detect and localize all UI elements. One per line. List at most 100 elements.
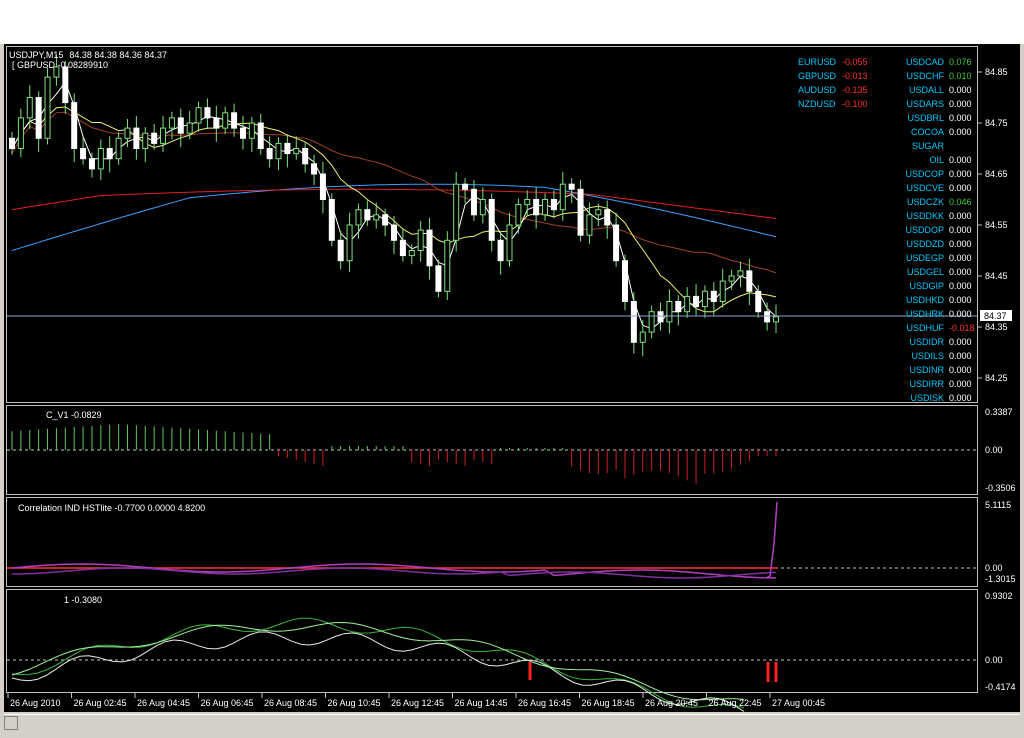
candle-bull bbox=[479, 199, 486, 216]
candle-bull bbox=[186, 122, 193, 134]
candle-bear bbox=[177, 117, 184, 134]
chart-canvas[interactable]: USDJPY,M15 84.38 84.38 84.36 84.37 [ GBPU… bbox=[4, 44, 1020, 712]
candle-bull bbox=[115, 137, 122, 160]
pair-name: NZDUSD bbox=[798, 99, 836, 109]
scrollbar-thumb[interactable] bbox=[4, 716, 18, 730]
candle-bear bbox=[9, 137, 15, 150]
candle-bear bbox=[550, 199, 557, 211]
candle-bear bbox=[311, 163, 318, 175]
pair-value: -0.055 bbox=[842, 57, 868, 67]
pair-name: AUDUSD bbox=[798, 85, 837, 95]
candle-bull bbox=[542, 199, 549, 216]
correlation-spike bbox=[765, 501, 778, 579]
pair-value: 0.000 bbox=[949, 225, 972, 235]
candle-bear bbox=[319, 173, 326, 200]
candle-bull bbox=[524, 199, 531, 206]
pair-name: USDGIP bbox=[909, 281, 944, 291]
time-label: 26 Aug 08:45 bbox=[264, 698, 317, 708]
candle-bull bbox=[444, 239, 451, 292]
candle-bear bbox=[675, 301, 682, 313]
pair-name: GBPUSD bbox=[798, 71, 837, 81]
candle-bull bbox=[222, 112, 229, 129]
pair-value: -0.135 bbox=[842, 85, 868, 95]
pair-value: 0.000 bbox=[949, 99, 972, 109]
time-label: 26 Aug 02:45 bbox=[74, 698, 127, 708]
candle-bear bbox=[231, 112, 238, 129]
pair-value: 0.000 bbox=[949, 351, 972, 361]
pair-name: USDCHF bbox=[907, 71, 945, 81]
correlation-purple-line bbox=[11, 563, 777, 579]
candle-bear bbox=[764, 311, 771, 323]
indicator3-scale-label: -0.4174 bbox=[985, 682, 1016, 692]
candle-bull bbox=[559, 183, 566, 211]
candle-bear bbox=[488, 199, 495, 241]
candle-bull bbox=[506, 224, 513, 262]
ma-red-line bbox=[11, 188, 777, 220]
pair-value: -0.013 bbox=[842, 71, 868, 81]
indicator1-pane-border bbox=[6, 405, 978, 495]
candle-bear bbox=[62, 66, 69, 104]
indicator2-scale-label: 5.1115 bbox=[985, 500, 1011, 510]
candle-bear bbox=[533, 199, 540, 216]
indicator3-label: 1 -0.3080 bbox=[64, 595, 102, 605]
candle-bull bbox=[701, 290, 708, 308]
candle-bear bbox=[151, 132, 158, 144]
pair-name: USDALL bbox=[909, 85, 944, 95]
candle-bear bbox=[435, 265, 442, 292]
horizontal-scrollbar[interactable] bbox=[4, 714, 1020, 730]
pair-name: USDIRR bbox=[909, 379, 944, 389]
pair-value: 0.000 bbox=[949, 295, 972, 305]
chart-window[interactable]: USDJPY,M15 84.38 84.38 84.36 84.37 [ GBPU… bbox=[4, 44, 1020, 712]
time-label: 26 Aug 2010 bbox=[10, 698, 61, 708]
candle-bull bbox=[168, 117, 175, 129]
candle-bear bbox=[470, 188, 477, 216]
candle-bear bbox=[302, 148, 309, 165]
candle-bear bbox=[88, 158, 95, 170]
price-label: 84.37 bbox=[984, 311, 1007, 321]
pair-value: 0.000 bbox=[949, 211, 972, 221]
candle-bull bbox=[684, 295, 691, 313]
candle-bear bbox=[568, 183, 575, 190]
candle-bear bbox=[399, 239, 406, 257]
pair-name: USDGEL bbox=[907, 267, 944, 277]
main-pane-border bbox=[6, 46, 978, 403]
indicator1-label: C_V1 -0.0829 bbox=[46, 410, 102, 420]
pair-value: 0.000 bbox=[949, 169, 972, 179]
candle-bear bbox=[604, 209, 611, 226]
price-scale-label: 84.35 bbox=[985, 322, 1008, 332]
pair-value: 0.000 bbox=[949, 281, 972, 291]
pair-value: 0.000 bbox=[949, 183, 972, 193]
indicator1-scale-label: -0.3506 bbox=[985, 483, 1016, 493]
pair-name: USDCAD bbox=[906, 57, 945, 67]
pair-value: 0.000 bbox=[949, 85, 972, 95]
candle-bull bbox=[160, 127, 167, 144]
candle-bull bbox=[142, 132, 149, 149]
pair-name: USDIDR bbox=[909, 337, 944, 347]
pair-name: USDBRL bbox=[907, 113, 944, 123]
pair-name: USDINR bbox=[909, 365, 944, 375]
pair-name: COCOA bbox=[911, 127, 944, 137]
price-scale-label: 84.55 bbox=[985, 220, 1008, 230]
candle-bear bbox=[630, 301, 637, 343]
candle-bull bbox=[586, 214, 593, 236]
candle-bull bbox=[26, 97, 33, 119]
pair-value: 0.000 bbox=[949, 379, 972, 389]
pair-name: USDHUF bbox=[907, 323, 945, 333]
candle-bear bbox=[284, 142, 291, 155]
candle-bear bbox=[621, 260, 628, 302]
pair-name: USDARS bbox=[906, 99, 944, 109]
time-label: 26 Aug 20:45 bbox=[645, 698, 698, 708]
pair-name: USDDZD bbox=[907, 239, 945, 249]
indicator3-scale-label: 0.9302 bbox=[985, 591, 1013, 601]
candle-bear bbox=[426, 229, 433, 267]
indicator1-scale-label: 0.3387 bbox=[985, 407, 1013, 417]
candle-bear bbox=[462, 183, 469, 190]
pair-name: USDCOP bbox=[905, 169, 944, 179]
time-label: 26 Aug 14:45 bbox=[455, 698, 508, 708]
pair-name: OIL bbox=[929, 155, 944, 165]
candle-bear bbox=[382, 214, 389, 226]
ma-blue-line bbox=[11, 183, 777, 251]
indicator3-line-green bbox=[11, 617, 745, 709]
indicator2-label: Correlation IND HSTlite -0.7700 0.0000 4… bbox=[18, 503, 205, 513]
indicator2-scale-label: 0.00 bbox=[985, 563, 1003, 573]
